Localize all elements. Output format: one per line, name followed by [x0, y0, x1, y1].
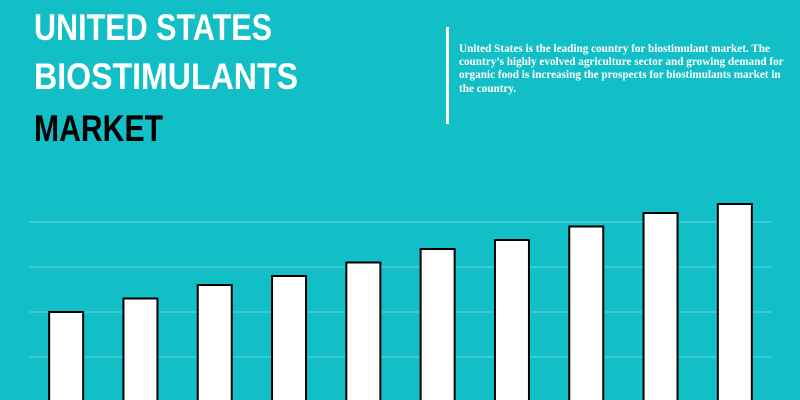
bar [345, 261, 382, 400]
bar [196, 284, 233, 400]
bar [716, 203, 753, 400]
bar [642, 212, 679, 400]
bar [48, 311, 85, 400]
title-line: UNITED STATES [34, 7, 272, 48]
bar [419, 248, 456, 400]
bar [271, 275, 308, 400]
bar [493, 239, 530, 400]
title-line: MARKET [34, 108, 163, 149]
description: United States is the leading country for… [459, 43, 784, 95]
title-line: BIOSTIMULANTS [34, 56, 298, 97]
divider [446, 27, 449, 124]
bar [568, 225, 605, 400]
bar [122, 297, 159, 400]
